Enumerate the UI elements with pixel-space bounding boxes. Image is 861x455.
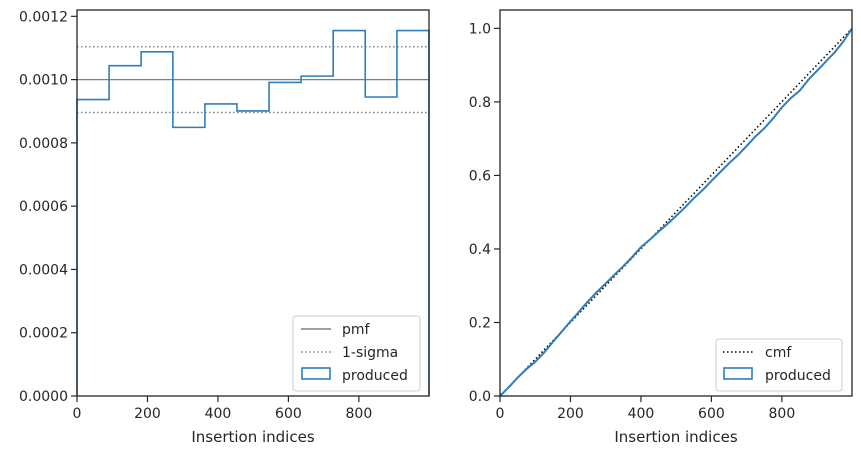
legend-label-produced: produced xyxy=(342,368,408,384)
right-x-tick-label: 400 xyxy=(628,406,655,422)
right-plot-frame xyxy=(499,9,853,397)
right-x-tick-label: 0 xyxy=(496,406,505,422)
left-x-tick-label: 600 xyxy=(275,406,302,422)
right-chart-panel: 0 200 400 600 800 0.0 0.2 0.4 0.6 0.8 1.0 cmf prod… xyxy=(469,9,853,446)
left-x-tick-label: 0 xyxy=(73,406,82,422)
left-plot-frame xyxy=(76,9,430,397)
right-y-tick-label: 0.6 xyxy=(469,168,491,184)
legend-label-cmf: cmf xyxy=(765,345,792,361)
left-chart-legend: pmf 1-sigma produced xyxy=(292,315,421,392)
right-x-axis-label: Insertion indices xyxy=(614,428,737,446)
produced-histogram-step xyxy=(76,29,430,396)
legend-label-produced: produced xyxy=(765,368,831,384)
left-y-tick-label: 0.0008 xyxy=(19,136,68,152)
left-y-tick-label: 0.0010 xyxy=(19,73,68,89)
right-y-tick-label: 0.2 xyxy=(469,315,491,331)
legend-label-1-sigma: 1-sigma xyxy=(342,345,398,361)
right-x-tick-label: 600 xyxy=(698,406,725,422)
left-y-tick-label: 0.0006 xyxy=(19,199,68,215)
right-y-tick-label: 1.0 xyxy=(469,21,491,37)
legend-box xyxy=(292,315,421,392)
left-x-tick-label: 200 xyxy=(134,406,161,422)
right-y-tick-label: 0.8 xyxy=(469,95,491,111)
left-x-tick-label: 800 xyxy=(346,406,373,422)
right-chart-legend: cmf produced xyxy=(715,338,843,392)
right-y-tick-label: 0.4 xyxy=(469,242,491,258)
right-x-tick-label: 200 xyxy=(557,406,584,422)
left-y-tick-label: 0.0012 xyxy=(19,9,68,25)
left-y-tick-label: 0.0002 xyxy=(19,326,68,342)
left-y-tick-label: 0.0004 xyxy=(19,262,68,278)
left-chart-panel: 0 200 400 600 800 0.0000 0.0002 0.0004 0.0006 0.0… xyxy=(19,9,430,446)
legend-swatch-produced xyxy=(301,367,331,380)
produced-cumulative-line xyxy=(499,27,853,397)
left-x-axis-label: Insertion indices xyxy=(191,428,314,446)
legend-swatch-produced xyxy=(723,367,753,380)
right-y-tick-label: 0.0 xyxy=(469,389,491,405)
left-x-tick-label: 400 xyxy=(205,406,232,422)
right-x-tick-label: 800 xyxy=(769,406,796,422)
left-y-tick-label: 0.0000 xyxy=(19,389,68,405)
legend-label-pmf: pmf xyxy=(342,322,371,338)
